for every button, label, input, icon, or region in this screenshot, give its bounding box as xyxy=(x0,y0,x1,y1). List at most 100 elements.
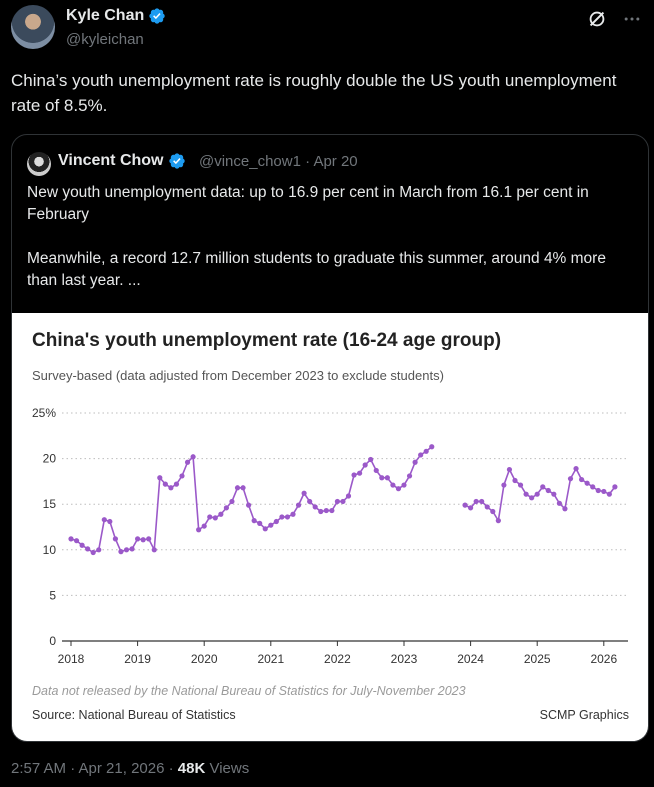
data-point xyxy=(334,498,340,505)
quote-paragraph: Meanwhile, a record 12.7 million student… xyxy=(27,250,606,289)
author-avatar[interactable] xyxy=(11,5,55,49)
x-tick-label: 2020 xyxy=(191,652,218,666)
data-point xyxy=(579,476,585,483)
data-point xyxy=(190,454,196,460)
data-point xyxy=(184,459,191,465)
data-point xyxy=(279,514,285,520)
data-point xyxy=(329,507,335,514)
data-point xyxy=(340,498,346,505)
more-options-icon[interactable] xyxy=(622,9,642,29)
data-point xyxy=(401,482,407,488)
data-point xyxy=(395,486,402,492)
data-point xyxy=(318,508,324,515)
y-tick-label: 25% xyxy=(32,406,56,420)
data-point xyxy=(551,491,557,497)
x-tick-label: 2026 xyxy=(590,652,617,666)
data-point xyxy=(229,498,235,505)
data-point xyxy=(501,482,507,488)
data-point xyxy=(495,518,501,524)
data-point xyxy=(545,487,551,494)
quote-tweet-card[interactable]: Vincent Chow @vince_chow1 · Apr 20 New y… xyxy=(11,134,649,742)
data-point xyxy=(73,538,80,544)
data-point xyxy=(590,484,596,490)
quote-author-avatar[interactable] xyxy=(27,152,51,176)
timestamp[interactable]: 2:57 AM · Apr 21, 2026 · xyxy=(11,760,178,777)
data-point xyxy=(517,482,524,488)
x-tick-label: 2023 xyxy=(391,652,418,666)
x-tick-label: 2025 xyxy=(524,652,551,666)
grok-icon[interactable] xyxy=(586,8,608,30)
author-name[interactable]: Kyle Chan xyxy=(66,7,145,24)
data-point xyxy=(262,526,268,532)
data-point xyxy=(179,473,185,479)
data-point xyxy=(323,507,329,514)
data-point xyxy=(90,549,96,556)
x-tick-label: 2021 xyxy=(257,652,284,666)
data-point xyxy=(207,514,213,520)
data-point xyxy=(584,480,590,486)
data-point xyxy=(218,511,224,517)
data-point xyxy=(295,502,302,508)
data-point xyxy=(512,477,518,484)
x-tick-label: 2018 xyxy=(58,652,85,666)
views-count: 48K xyxy=(177,760,206,777)
data-point xyxy=(612,484,618,490)
data-point xyxy=(484,504,490,510)
views-label: Views xyxy=(205,760,250,777)
data-point xyxy=(556,500,563,506)
quote-author-name[interactable]: Vincent Chow xyxy=(58,152,164,169)
data-point xyxy=(406,473,413,479)
chart-image[interactable]: 0 5 10 15 20 25% 2018 2019 2020 2021 2022 2023 2024 2… xyxy=(12,313,648,741)
data-point xyxy=(212,515,218,521)
data-point xyxy=(362,462,368,468)
quote-meta: @vince_chow1 · Apr 20 xyxy=(199,153,358,170)
author-handle[interactable]: @kyleichan xyxy=(66,31,144,48)
data-point xyxy=(151,547,157,553)
data-point xyxy=(223,505,229,511)
data-point xyxy=(384,475,390,481)
data-point xyxy=(601,488,607,495)
data-point xyxy=(140,537,146,543)
data-point xyxy=(173,481,180,487)
data-point xyxy=(379,475,385,481)
data-point xyxy=(135,536,141,542)
data-point xyxy=(246,502,252,508)
data-point xyxy=(112,536,118,542)
x-tick-label: 2019 xyxy=(124,652,151,666)
author-name-row[interactable]: Kyle Chan xyxy=(66,7,166,25)
chart-subtitle: Survey-based (data adjusted from Decembe… xyxy=(32,368,444,383)
data-point xyxy=(490,508,496,515)
y-tick-label: 15 xyxy=(43,497,57,511)
data-point xyxy=(357,470,363,476)
data-point xyxy=(529,495,535,501)
data-point xyxy=(79,542,85,548)
data-point xyxy=(107,518,113,525)
data-point xyxy=(96,547,102,553)
data-point xyxy=(567,476,574,482)
data-point xyxy=(606,491,612,497)
y-tick-label: 20 xyxy=(43,452,57,466)
chart-note: Data not released by the National Bureau… xyxy=(32,684,466,698)
data-point xyxy=(595,487,601,494)
series-line xyxy=(464,467,616,522)
data-point xyxy=(479,498,485,505)
data-point xyxy=(523,491,529,497)
data-point xyxy=(240,485,246,491)
data-point xyxy=(418,452,424,458)
series-line xyxy=(70,446,433,554)
quote-author-name-row[interactable]: Vincent Chow xyxy=(58,152,186,170)
data-point xyxy=(351,472,357,478)
data-point xyxy=(85,546,91,552)
data-point xyxy=(373,467,379,474)
data-point xyxy=(201,523,207,529)
data-point xyxy=(429,444,435,450)
data-point xyxy=(307,498,313,505)
x-tick-label: 2024 xyxy=(457,652,484,666)
data-point xyxy=(534,491,540,497)
data-point xyxy=(473,498,479,505)
data-point xyxy=(162,481,168,487)
data-point xyxy=(345,493,352,499)
data-point xyxy=(68,536,74,542)
data-point xyxy=(468,505,474,511)
y-tick-label: 10 xyxy=(43,543,57,557)
